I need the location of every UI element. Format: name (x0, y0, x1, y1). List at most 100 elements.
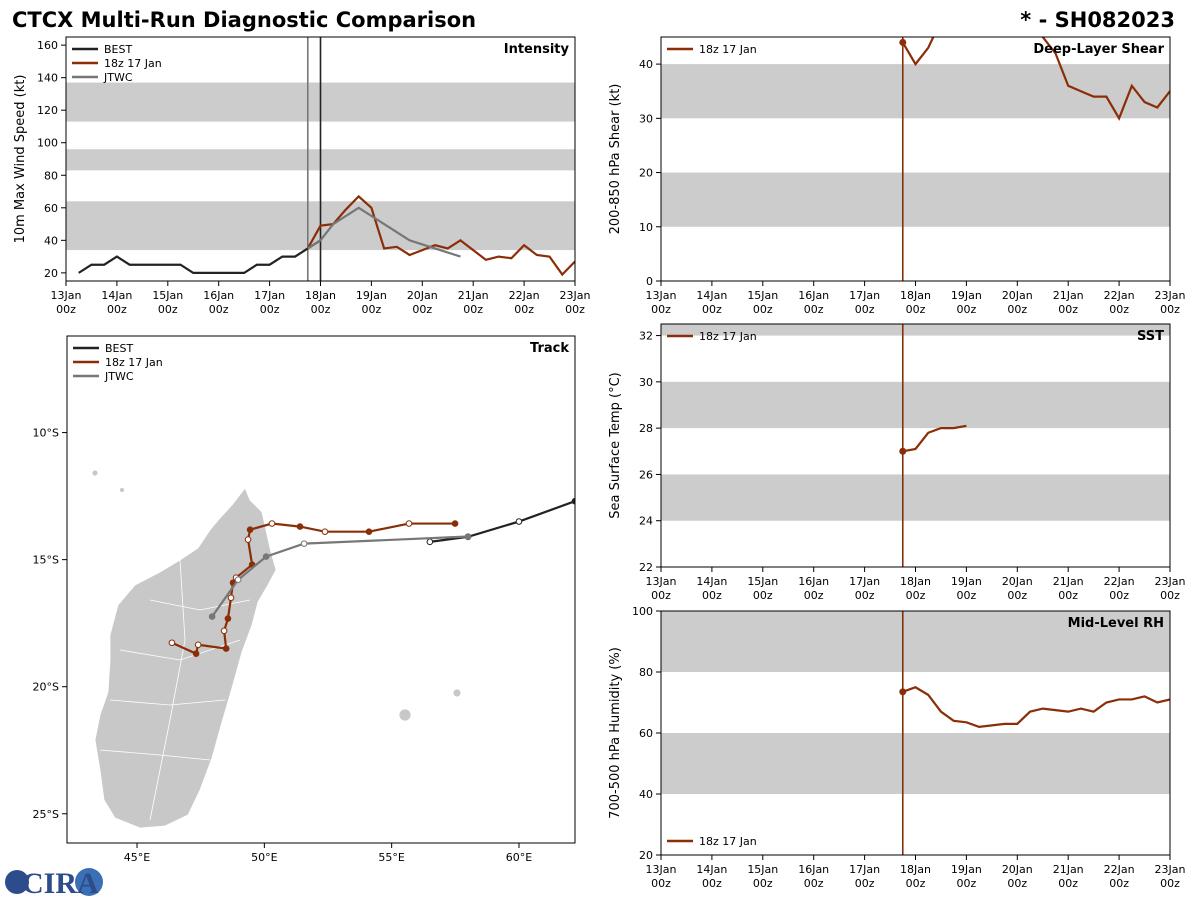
band (661, 324, 1170, 336)
x-tick-label: 17Jan 00z (849, 863, 880, 890)
track-point (321, 528, 329, 535)
track-point (268, 520, 276, 527)
track-point (227, 594, 235, 602)
series-line (902, 686, 1170, 729)
page-title: CTCX Multi-Run Diagnostic Comparison (12, 8, 476, 32)
x-tick-label: 17Jan 00z (849, 289, 880, 316)
y-tick-label: 10 (639, 221, 653, 234)
band (661, 381, 1170, 429)
logo: CIRA (5, 867, 103, 900)
x-tick-label: 16Jan 00z (798, 575, 829, 602)
y-tick-label: 20 (44, 267, 58, 280)
plot-area (66, 37, 575, 281)
x-tick-label: 19Jan 00z (951, 575, 982, 602)
panel: 10°S 15°S 20°S 25°S 45°E 50°E 55°E 60°E Track BES… (33, 335, 576, 864)
track-point (571, 497, 575, 505)
plot-area (661, 37, 1170, 281)
x-tick-label: 22Jan 00z (1104, 575, 1135, 602)
x-tick-label: 14Jan 00z (696, 575, 727, 602)
x-tick-label: 15Jan 00z (747, 289, 778, 316)
series-line (307, 206, 461, 258)
track-point (234, 576, 242, 584)
y-tick-label: 140 (37, 72, 58, 85)
y-tick-label: 24 (639, 515, 653, 528)
legend-label: 18z 17 Jan (699, 43, 757, 56)
x-tick-label: 13Jan 00z (646, 575, 677, 602)
x-tick-label: 17Jan 00z (254, 289, 285, 316)
series-line (429, 500, 575, 543)
x-tick-label: 14Jan 00z (696, 863, 727, 890)
track-point (192, 650, 200, 657)
series-line (171, 522, 456, 656)
track-point (194, 641, 202, 649)
panel-title: SST (1137, 329, 1164, 344)
x-tick-label: 22Jan 00z (1104, 289, 1135, 316)
y-tick-label: 40 (639, 788, 653, 801)
track-point (262, 553, 270, 560)
storm-id: * - SH082023 (1020, 8, 1175, 32)
x-tick-label: 15Jan 00z (152, 289, 183, 316)
panel: 20 40 60 80 100 13Jan 00z 14Jan 00z 15Jan 00z 16Jan… (608, 605, 1185, 890)
plot-area (661, 324, 1170, 567)
y-tick-label: 160 (37, 39, 58, 52)
y-axis-label: 700-500 hPa Humidity (%) (608, 647, 623, 819)
x-tick-label: 16Jan 00z (203, 289, 234, 316)
y-tick-label: 22 (639, 561, 653, 574)
x-tick-label: 16Jan 00z (798, 863, 829, 890)
series-line (902, 424, 967, 453)
x-tick-label: 19Jan 00z (356, 289, 387, 316)
frame (660, 323, 1171, 568)
logo-globe (75, 868, 103, 896)
x-tick-label: 19Jan 00z (951, 289, 982, 316)
x-tick-label: 21Jan 00z (458, 289, 489, 316)
x-tick-label: 14Jan 00z (696, 289, 727, 316)
legend-label: BEST (104, 43, 132, 56)
x-tick-label: 21Jan 00z (1053, 863, 1084, 890)
x-tick-label: 19Jan 00z (951, 863, 982, 890)
x-tick-label: 23Jan 00z (560, 289, 591, 316)
y-tick-label: 40 (44, 234, 58, 247)
frame (66, 335, 576, 844)
y-tick-label: 28 (639, 422, 653, 435)
y-tick-label: 30 (639, 112, 653, 125)
y-tick-label: 100 (37, 137, 58, 150)
x-tick-label: 22Jan 00z (509, 289, 540, 316)
legend-label: 18z 17 Jan (104, 57, 162, 70)
x-tick-label: 18Jan 00z (900, 863, 931, 890)
x-tick-label: 50°E (251, 851, 277, 864)
x-tick-label: 18Jan 00z (900, 575, 931, 602)
panel: 0 10 20 30 40 13Jan 00z 14Jan 00z 15Jan 00z 16Jan 00… (608, 36, 1185, 316)
x-tick-label: 13Jan 00z (51, 289, 82, 316)
x-tick-label: 55°E (378, 851, 404, 864)
y-tick-label: 20°S (33, 681, 59, 694)
x-tick-label: 17Jan 00z (849, 575, 880, 602)
y-tick-label: 10°S (33, 427, 59, 440)
logo-text: CIRA (22, 867, 99, 900)
logo-mark (5, 870, 29, 894)
y-tick-label: 60 (44, 202, 58, 215)
x-tick-label: 13Jan 00z (646, 863, 677, 890)
x-tick-label: 20Jan 00z (1002, 289, 1033, 316)
track-point (168, 639, 176, 647)
legend-label: JTWC (104, 370, 134, 383)
y-tick-label: 32 (639, 330, 653, 343)
series-line (901, 37, 1170, 121)
y-tick-label: 120 (37, 104, 58, 117)
band (661, 733, 1170, 794)
y-tick-label: 100 (632, 605, 653, 618)
y-tick-label: 80 (639, 666, 653, 679)
legend-label: 18z 17 Jan (699, 835, 757, 848)
x-tick-label: 21Jan 00z (1053, 289, 1084, 316)
y-tick-label: 0 (646, 275, 653, 288)
x-tick-label: 20Jan 00z (1002, 863, 1033, 890)
island (398, 708, 412, 722)
init-point (899, 447, 907, 455)
y-tick-label: 25°S (33, 808, 59, 821)
track-point (208, 613, 216, 620)
y-tick-label: 30 (639, 376, 653, 389)
x-tick-label: 20Jan 00z (1002, 575, 1033, 602)
y-tick-label: 80 (44, 169, 58, 182)
legend-label: 18z 17 Jan (699, 330, 757, 343)
x-tick-label: 15Jan 00z (747, 863, 778, 890)
